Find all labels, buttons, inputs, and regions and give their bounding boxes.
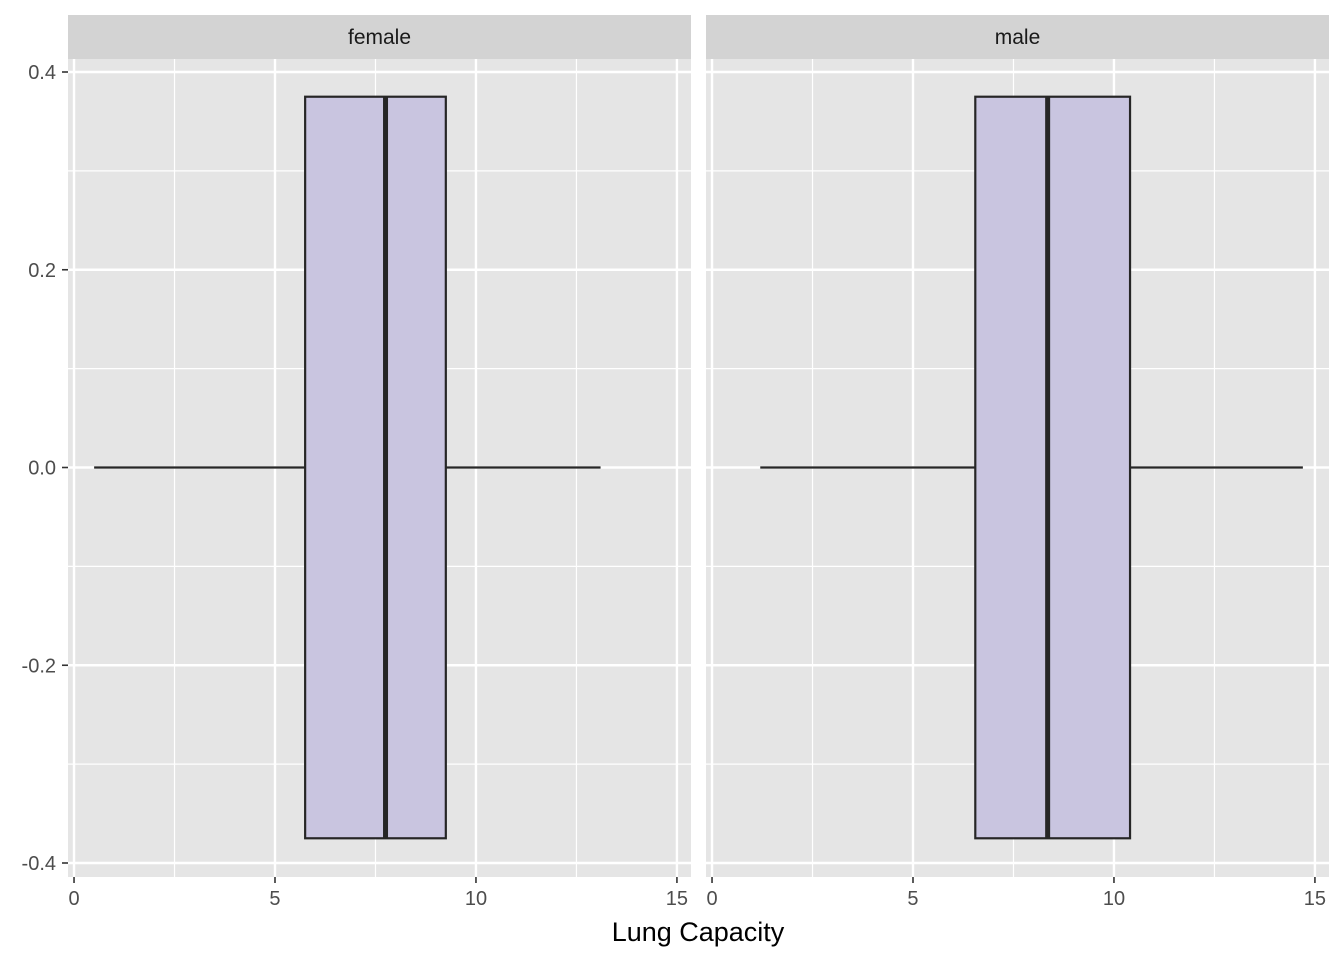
x-axis-title: Lung Capacity: [612, 917, 785, 947]
strip-label: male: [995, 26, 1041, 49]
x-tick-label: 5: [907, 888, 918, 910]
y-tick-label: -0.2: [22, 655, 56, 677]
y-tick-label: 0.2: [28, 260, 56, 282]
panel-male: male 0 5 10 15: [706, 15, 1329, 910]
box-male: [974, 95, 1132, 840]
y-tick-label: -0.4: [22, 853, 56, 875]
x-tick-label: 5: [269, 888, 280, 910]
y-axis: 0.4 0.2 0.0 -0.2 -0.4: [22, 62, 68, 875]
x-tick-label: 10: [465, 888, 487, 910]
strip-male: [706, 15, 1329, 59]
strip-female: [68, 15, 691, 59]
y-tick-label: 0.4: [28, 62, 56, 84]
x-tick-label: 15: [1304, 888, 1326, 910]
box-female: [304, 95, 447, 840]
x-tick-label: 15: [666, 888, 688, 910]
panels-layer: female 0 5 10 15 male 0 5 10 15: [68, 15, 1329, 910]
x-tick-label: 10: [1103, 888, 1125, 910]
x-tick-label: 0: [706, 888, 717, 910]
x-tick-label: 0: [68, 888, 79, 910]
y-tick-label: 0.0: [28, 458, 56, 480]
strip-label: female: [348, 26, 411, 49]
panel-female: female 0 5 10 15: [68, 15, 691, 910]
